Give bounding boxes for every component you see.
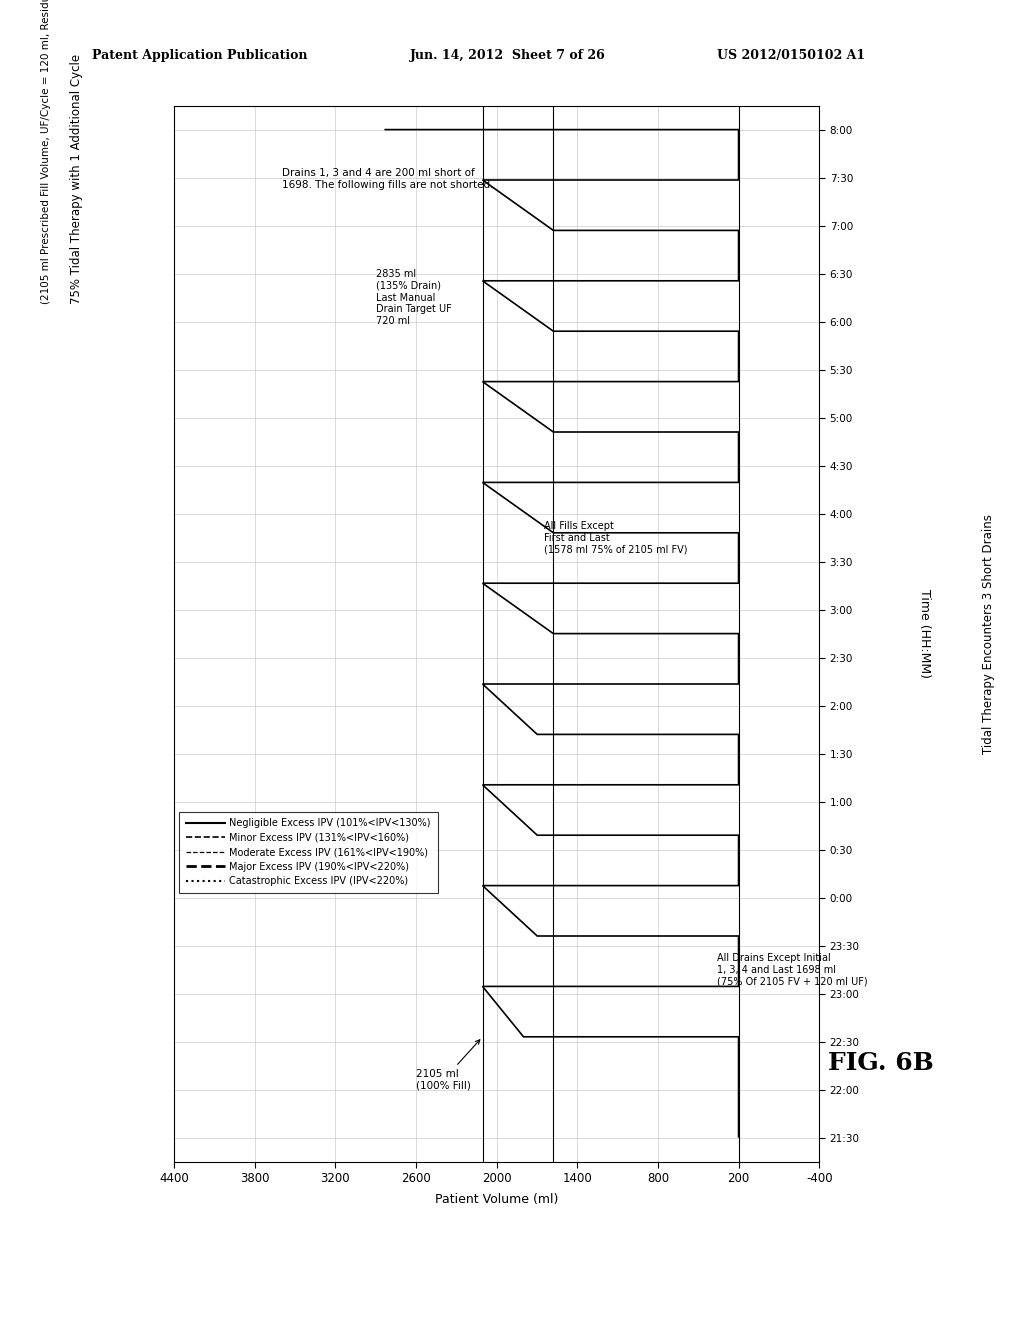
- Legend: Negligible Excess IPV (101%<IPV<130%), Minor Excess IPV (131%<IPV<160%), Moderat: Negligible Excess IPV (101%<IPV<130%), M…: [179, 812, 438, 892]
- Text: (2105 ml Prescribed Fill Volume, UF/Cycle = 120 ml, Residual Volume = (526+200+2: (2105 ml Prescribed Fill Volume, UF/Cycl…: [41, 0, 51, 304]
- Text: 2105 ml
(100% Fill): 2105 ml (100% Fill): [416, 1040, 480, 1090]
- Text: 2835 ml
(135% Drain)
Last Manual
Drain Target UF
720 ml: 2835 ml (135% Drain) Last Manual Drain T…: [376, 269, 452, 326]
- Text: Jun. 14, 2012  Sheet 7 of 26: Jun. 14, 2012 Sheet 7 of 26: [410, 49, 605, 62]
- Text: US 2012/0150102 A1: US 2012/0150102 A1: [717, 49, 865, 62]
- Y-axis label: Time (HH:MM): Time (HH:MM): [918, 589, 931, 678]
- Text: All Drains Except Initial
1, 3, 4 and Last 1698 ml
(75% Of 2105 FV + 120 ml UF): All Drains Except Initial 1, 3, 4 and La…: [717, 953, 867, 986]
- Text: Patent Application Publication: Patent Application Publication: [92, 49, 307, 62]
- Text: All Fills Except
First and Last
(1578 ml 75% of 2105 ml FV): All Fills Except First and Last (1578 ml…: [544, 521, 687, 554]
- Text: Tidal Therapy Encounters 3 Short Drains: Tidal Therapy Encounters 3 Short Drains: [982, 513, 994, 754]
- Text: Drains 1, 3 and 4 are 200 ml short of
1698. The following fills are not shorted.: Drains 1, 3 and 4 are 200 ml short of 16…: [282, 168, 494, 190]
- Text: 75% Tidal Therapy with 1 Additional Cycle: 75% Tidal Therapy with 1 Additional Cycl…: [71, 54, 83, 304]
- X-axis label: Patient Volume (ml): Patient Volume (ml): [435, 1193, 558, 1206]
- Text: FIG. 6B: FIG. 6B: [827, 1051, 934, 1074]
